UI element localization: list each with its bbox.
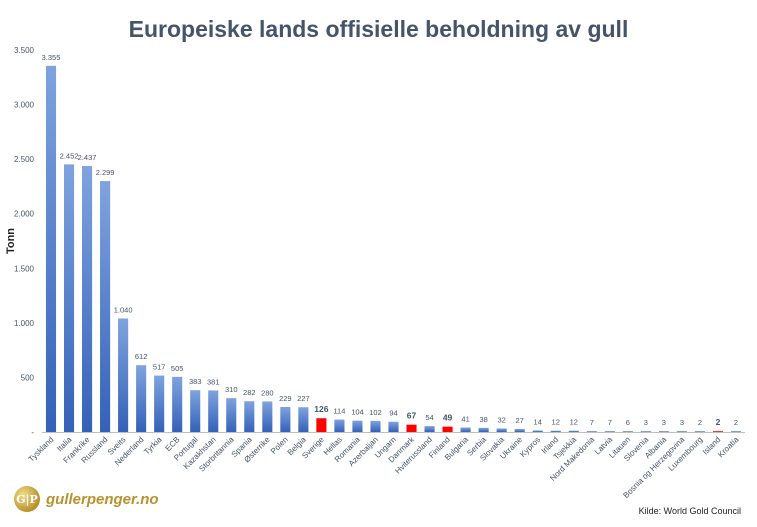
bar-slovenia — [640, 431, 651, 432]
value-label: 104 — [351, 408, 364, 417]
value-label: 1.040 — [114, 305, 133, 314]
bar-albania — [658, 431, 669, 432]
bar-bulgaria — [460, 427, 471, 432]
value-label: 12 — [570, 418, 578, 427]
value-label: 7 — [590, 418, 594, 427]
bar-russland — [100, 181, 111, 432]
value-label: 517 — [153, 363, 166, 372]
value-label: 3 — [680, 418, 684, 427]
bar-sveits — [118, 318, 129, 432]
bar-nederland — [136, 365, 147, 432]
value-label: 14 — [534, 417, 542, 426]
bar-sverige — [316, 418, 327, 432]
bar-romania — [352, 420, 363, 432]
value-label: 114 — [333, 407, 345, 416]
value-label: 2.452 — [60, 151, 79, 160]
value-label: 32 — [497, 416, 505, 425]
bar-luxembourg — [694, 431, 705, 432]
value-label: 2.299 — [96, 168, 115, 177]
y-tick-label: - — [31, 428, 34, 437]
bar-portugal — [190, 390, 201, 432]
bar-frankrike — [82, 166, 93, 432]
value-label: 7 — [608, 418, 612, 427]
bar-latvia — [604, 431, 615, 432]
bar-island — [712, 431, 724, 432]
value-label: 2.437 — [78, 153, 97, 162]
value-label: 505 — [171, 364, 184, 373]
y-tick-label: 1.500 — [14, 264, 35, 273]
y-tick-label: 500 — [21, 373, 35, 382]
bar-irland — [550, 430, 561, 432]
y-axis-label: Tonn — [5, 228, 17, 254]
value-label: 227 — [297, 394, 310, 403]
bar-tyrkia — [154, 375, 165, 432]
y-tick-label: 2.500 — [14, 155, 35, 164]
y-tick-label: 3.000 — [14, 101, 35, 110]
value-label: 38 — [479, 415, 487, 424]
x-tick-label: Tyskland — [27, 435, 56, 464]
value-label: 2 — [716, 417, 721, 427]
source-note: Kilde: World Gold Council — [638, 506, 741, 516]
value-label: 612 — [135, 352, 148, 361]
bar-polen — [280, 407, 291, 432]
bar-danmark — [406, 424, 417, 432]
bar-kazakhstan — [208, 390, 219, 432]
brand-logo: G|P gullerpenger.no — [14, 486, 159, 512]
value-label: 280 — [261, 388, 274, 397]
bar--sterrike — [262, 401, 273, 432]
bar-storbritannia — [226, 398, 237, 432]
bar-kypros — [532, 430, 543, 432]
value-label: 102 — [369, 408, 382, 417]
bar-ecb — [172, 376, 183, 432]
value-label: 2 — [698, 418, 702, 427]
bar-slovakia — [496, 428, 507, 432]
bar-azerbaijan — [370, 420, 381, 432]
value-label: 41 — [461, 415, 469, 424]
value-label: 282 — [243, 388, 256, 397]
bar-tyskland — [45, 65, 57, 432]
value-label: 126 — [314, 404, 328, 414]
bar-spania — [244, 401, 255, 432]
chart-title: Europeiske lands offisielle beholdning a… — [128, 16, 629, 42]
bar-bosnia-og-herzegovina — [676, 431, 687, 432]
value-label: 67 — [407, 411, 417, 421]
bar-hviterussland — [424, 426, 435, 432]
bar-kroatia — [730, 431, 742, 432]
y-tick-label: 2.000 — [14, 210, 35, 219]
bar-tsjekkia — [568, 430, 579, 432]
value-label: 3.355 — [42, 53, 61, 62]
logo-mark-text: G|P — [16, 492, 38, 506]
value-label: 229 — [279, 394, 292, 403]
value-label: 310 — [225, 385, 238, 394]
value-label: 49 — [443, 413, 453, 423]
y-tick-label: 1.000 — [14, 319, 35, 328]
bar-ukraine — [514, 429, 525, 432]
value-label: 54 — [425, 413, 433, 422]
value-label: 27 — [516, 416, 524, 425]
x-tick-label: Kroatia — [716, 435, 741, 460]
bar-hellas — [334, 419, 345, 432]
bar-belgia — [298, 407, 309, 432]
value-label: 381 — [207, 377, 220, 386]
bar-italia — [63, 164, 75, 432]
bar-serbia — [478, 427, 489, 432]
value-label: 383 — [189, 377, 202, 386]
value-label: 12 — [552, 418, 560, 427]
y-tick-label: 3.500 — [14, 46, 35, 55]
value-label: 3 — [662, 418, 666, 427]
bar-finland — [442, 426, 453, 432]
bar-nord-makedonia — [586, 431, 597, 432]
bar-litauen — [622, 431, 633, 432]
x-tick-label: Tyrkia — [142, 435, 164, 457]
logo-text: gullerpenger.no — [46, 490, 159, 508]
bar-ungarn — [388, 421, 399, 432]
value-label: 3 — [644, 418, 648, 427]
logo-mark-icon: G|P — [14, 486, 40, 512]
x-tick-label: Kypros — [518, 435, 542, 459]
value-label: 94 — [389, 409, 397, 418]
value-label: 2 — [734, 418, 738, 427]
value-label: 6 — [626, 418, 630, 427]
